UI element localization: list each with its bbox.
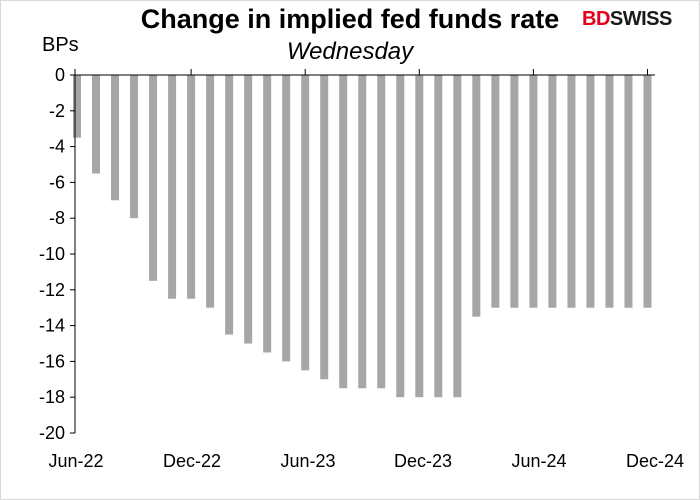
chart-subtitle: Wednesday — [286, 38, 414, 65]
bar-jun-24 — [529, 75, 538, 308]
bar-mar-24 — [472, 75, 481, 317]
bar-sep-22 — [130, 75, 139, 219]
y-tick-label: -18 — [39, 387, 65, 407]
bar-jan-23 — [206, 75, 215, 308]
y-tick-label: -8 — [49, 208, 65, 228]
y-tick-label: -6 — [49, 172, 65, 192]
bar-aug-24 — [567, 75, 576, 308]
bar-feb-24 — [453, 75, 462, 398]
bar-mar-23 — [244, 75, 253, 344]
y-tick-label: -4 — [49, 137, 65, 157]
y-axis-label: BPs — [42, 34, 79, 56]
bar-sep-23 — [358, 75, 367, 389]
x-tick-label: Jun-24 — [511, 451, 566, 471]
bar-nov-23 — [396, 75, 405, 398]
bar-apr-23 — [263, 75, 272, 353]
bar-oct-23 — [377, 75, 386, 389]
chart-title: Change in implied fed funds rate — [140, 4, 560, 34]
y-tick-label: -2 — [49, 101, 65, 121]
y-tick-label: 0 — [55, 65, 65, 85]
y-tick-label: -20 — [39, 423, 65, 443]
y-tick-label: -14 — [39, 316, 65, 336]
bar-oct-24 — [605, 75, 614, 308]
y-tick-label: -10 — [39, 244, 65, 264]
x-tick-label: Dec-24 — [626, 451, 684, 471]
bar-jul-24 — [548, 75, 557, 308]
y-tick-label: -12 — [39, 280, 65, 300]
x-tick-label: Jun-23 — [280, 451, 335, 471]
bar-aug-22 — [111, 75, 120, 201]
bar-jan-24 — [434, 75, 443, 398]
bar-jun-23 — [301, 75, 310, 371]
logo-part-bd: BD — [582, 8, 610, 30]
bar-nov-24 — [624, 75, 633, 308]
x-tick-label: Dec-22 — [163, 451, 221, 471]
bar-may-23 — [282, 75, 291, 362]
logo-part-swiss: SWISS — [609, 8, 672, 30]
bar-sep-24 — [586, 75, 595, 308]
bar-dec-22 — [187, 75, 196, 299]
x-tick-label: Jun-22 — [48, 451, 103, 471]
bar-dec-23 — [415, 75, 424, 398]
bar-apr-24 — [491, 75, 500, 308]
y-tick-label: -16 — [39, 351, 65, 371]
bar-jul-23 — [320, 75, 329, 380]
brand-logo: BDSWISS — [582, 8, 672, 31]
bar-dec-24 — [643, 75, 652, 308]
bar-nov-22 — [168, 75, 177, 299]
bar-feb-23 — [225, 75, 234, 335]
x-tick-label: Dec-23 — [394, 451, 452, 471]
bar-jul-22 — [92, 75, 101, 174]
bar-oct-22 — [149, 75, 158, 281]
bar-jun-22 — [73, 75, 81, 138]
bar-aug-23 — [339, 75, 348, 389]
bar-may-24 — [510, 75, 519, 308]
